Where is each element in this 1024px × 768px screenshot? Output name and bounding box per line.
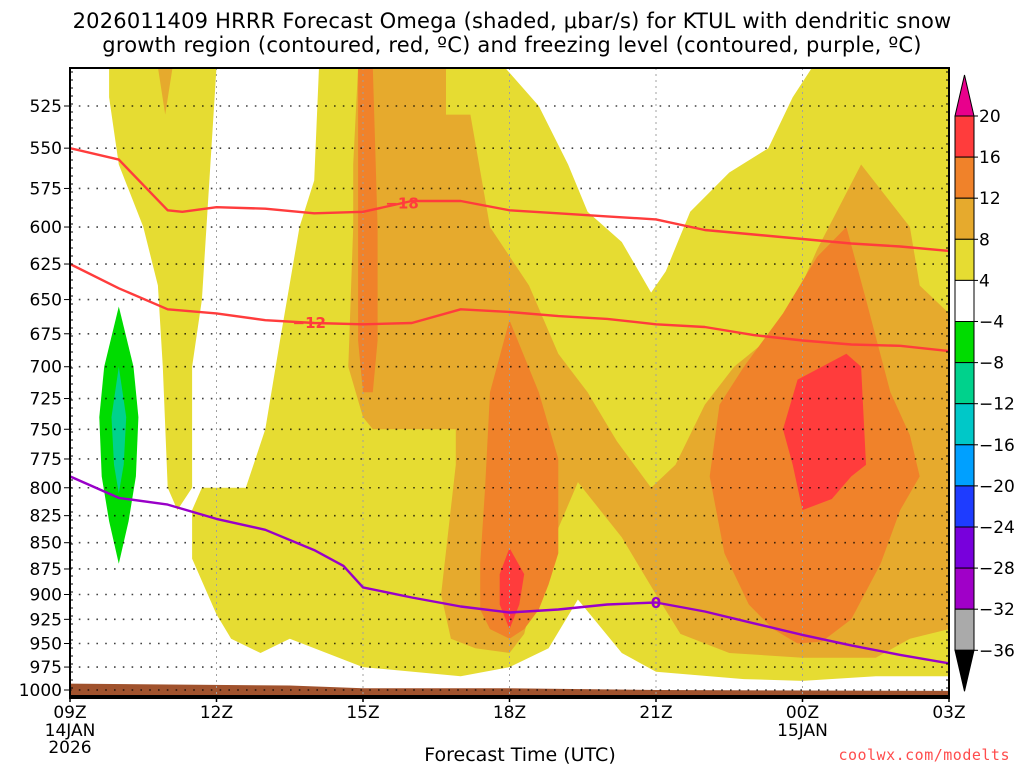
- y-tick-label-825: 825: [30, 507, 62, 527]
- x-tick-label-18Z: 18Z: [493, 703, 526, 723]
- colorbar-swatch-8: [954, 403, 975, 446]
- contour-line--18: [70, 147, 949, 253]
- chart-title-line-2: growth region (contoured, red, ºC) and f…: [102, 33, 922, 57]
- x-tick-label-15Z: 15Z: [346, 703, 379, 723]
- colorbar-swatch-12: [954, 567, 975, 610]
- contour-label--12: −12: [293, 314, 326, 332]
- colorbar-swatch-13: [954, 608, 975, 651]
- surface-ground: [70, 683, 949, 697]
- colorbar-swatch-5: [954, 279, 975, 322]
- omega-12-16-narrow: [358, 68, 378, 393]
- omega-12-16-18z: [480, 320, 559, 639]
- x-tick-sublabel: 14JAN: [45, 721, 96, 741]
- colorbar-swatch-3: [954, 197, 975, 240]
- colorbar-swatch-below-36: [954, 649, 975, 692]
- omega-shading: [70, 68, 949, 697]
- y-tick-label-800: 800: [30, 479, 62, 499]
- y-tick-label-525: 525: [30, 97, 62, 117]
- y-tick-label-750: 750: [30, 420, 62, 440]
- colorbar-swatch-1: [954, 115, 975, 158]
- chart-title-line-1: 2026011409 HRRR Forecast Omega (shaded, …: [72, 9, 952, 33]
- colorbar-swatch-4: [954, 238, 975, 281]
- colorbar-label--12: −12: [979, 395, 1015, 415]
- colorbar-swatch-7: [954, 362, 975, 405]
- y-tick-label-875: 875: [30, 560, 62, 580]
- contour-label--18: −18: [385, 195, 418, 213]
- colorbar-label--4: −4: [979, 313, 1004, 333]
- omega-16-20-00z: [783, 353, 866, 511]
- x-tick-sublabel: 15JAN: [777, 721, 828, 741]
- contour-label-0: 0: [651, 594, 661, 612]
- x-axis-label: Forecast Time (UTC): [424, 744, 616, 766]
- colorbar-swatch-6: [954, 321, 975, 364]
- colorbar-swatch-2: [954, 156, 975, 199]
- colorbar-label--24: −24: [979, 518, 1015, 538]
- colorbar-swatch-11: [954, 526, 975, 569]
- x-tick-label-21Z: 21Z: [639, 703, 672, 723]
- axes: 525 550 575 600 625 650 675 700 725 750 775 800 825 8…: [19, 67, 966, 758]
- colorbar-swatch-10: [954, 485, 975, 528]
- colorbar-label-12: 12: [979, 189, 1001, 209]
- colorbar-label--32: −32: [979, 600, 1015, 620]
- colorbar-label--36: −36: [979, 641, 1015, 661]
- contour-line--12: [70, 262, 949, 353]
- colorbar-label--8: −8: [979, 354, 1004, 374]
- y-tick-label-925: 925: [30, 610, 62, 630]
- omega-16-20-18z: [499, 548, 525, 630]
- x-tick-label-00Z: 00Z: [786, 703, 819, 723]
- colorbar-swatch-9: [954, 444, 975, 487]
- colorbar-label--20: −20: [979, 477, 1015, 497]
- colorbar-label-16: 16: [979, 148, 1001, 168]
- colorbar-label-4: 4: [979, 271, 990, 291]
- y-tick-label-850: 850: [30, 534, 62, 554]
- x-tick-label-09Z: 09Z: [53, 703, 86, 723]
- colorbar-label--16: −16: [979, 436, 1015, 456]
- contour-lines: −18 −12 0: [70, 147, 949, 665]
- y-tick-label-900: 900: [30, 586, 62, 606]
- x-tick-label-12Z: 12Z: [200, 703, 233, 723]
- y-tick-label-975: 975: [30, 658, 62, 678]
- x-tick-label-03Z: 03Z: [932, 703, 965, 723]
- y-tick-label-625: 625: [30, 255, 62, 275]
- y-tick-label-600: 600: [30, 218, 62, 238]
- y-tick-label-725: 725: [30, 390, 62, 410]
- colorbar-swatch-above-20: [954, 74, 975, 117]
- y-tick-label-775: 775: [30, 450, 62, 470]
- x-tick-sublabel: 2026: [48, 738, 91, 758]
- y-tick-label-950: 950: [30, 635, 62, 655]
- y-tick-label-550: 550: [30, 139, 62, 159]
- y-tick-label-700: 700: [30, 358, 62, 378]
- omega-8-12-top-notch: [158, 68, 173, 115]
- colorbar: 20 16 12 8 4 −4 −8 −12 −16 −20 −24 −28 −32 −36: [954, 74, 1015, 692]
- contour-line-0: [70, 475, 949, 665]
- y-tick-label-650: 650: [30, 291, 62, 311]
- y-tick-label-675: 675: [30, 325, 62, 345]
- credit-link[interactable]: coolwx.com/modelts: [838, 746, 1010, 764]
- y-tick-label-1000: 1000: [19, 681, 62, 701]
- colorbar-label-8: 8: [979, 230, 990, 250]
- colorbar-label-20: 20: [979, 107, 1001, 127]
- colorbar-label--28: −28: [979, 559, 1015, 579]
- y-tick-label-575: 575: [30, 179, 62, 199]
